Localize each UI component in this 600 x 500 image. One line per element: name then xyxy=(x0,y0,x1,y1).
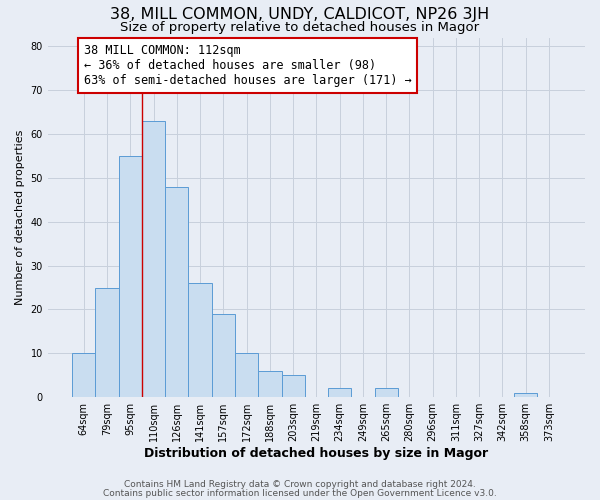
Bar xyxy=(95,288,119,397)
Bar xyxy=(142,121,165,397)
Bar xyxy=(258,371,281,397)
Y-axis label: Number of detached properties: Number of detached properties xyxy=(15,130,25,305)
Text: 38, MILL COMMON, UNDY, CALDICOT, NP26 3JH: 38, MILL COMMON, UNDY, CALDICOT, NP26 3J… xyxy=(110,8,490,22)
Bar xyxy=(119,156,142,397)
Bar xyxy=(72,354,95,397)
Text: Contains public sector information licensed under the Open Government Licence v3: Contains public sector information licen… xyxy=(103,488,497,498)
Bar xyxy=(235,354,258,397)
Bar xyxy=(165,186,188,397)
Text: 38 MILL COMMON: 112sqm
← 36% of detached houses are smaller (98)
63% of semi-det: 38 MILL COMMON: 112sqm ← 36% of detached… xyxy=(84,44,412,87)
Bar xyxy=(328,388,351,397)
Bar xyxy=(374,388,398,397)
Text: Size of property relative to detached houses in Magor: Size of property relative to detached ho… xyxy=(121,21,479,34)
Bar xyxy=(212,314,235,397)
Bar xyxy=(188,283,212,397)
X-axis label: Distribution of detached houses by size in Magor: Distribution of detached houses by size … xyxy=(145,447,488,460)
Bar xyxy=(514,393,538,397)
Bar xyxy=(281,376,305,397)
Text: Contains HM Land Registry data © Crown copyright and database right 2024.: Contains HM Land Registry data © Crown c… xyxy=(124,480,476,489)
